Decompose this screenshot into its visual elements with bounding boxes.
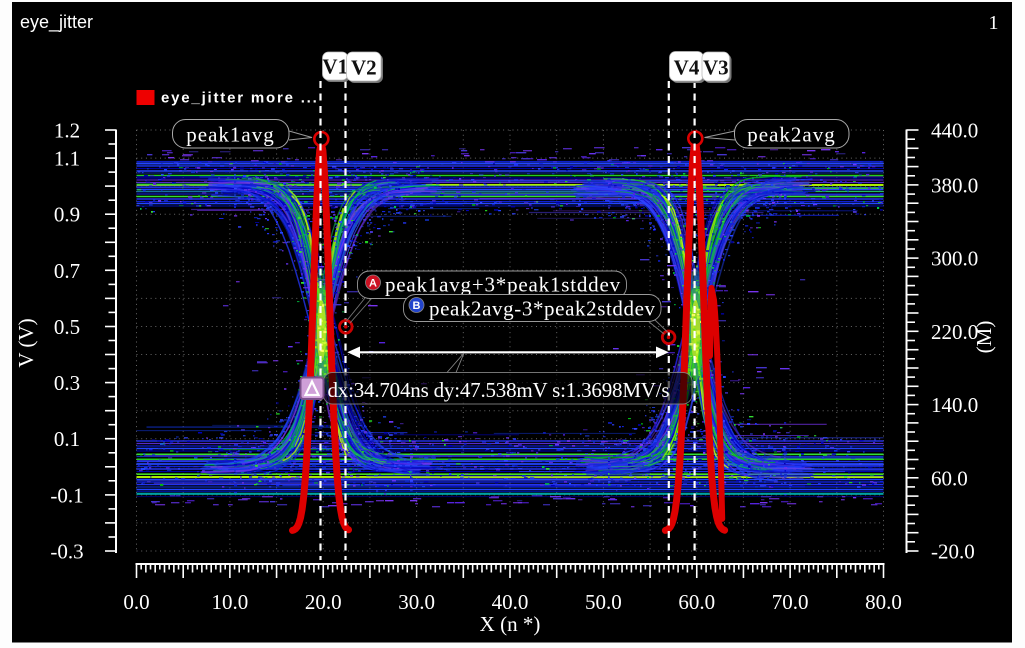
svg-text:0.1: 0.1 bbox=[54, 427, 80, 451]
svg-text:140.0: 140.0 bbox=[931, 393, 978, 417]
svg-text:70.0: 70.0 bbox=[772, 590, 809, 614]
svg-text:20.0: 20.0 bbox=[305, 590, 342, 614]
svg-text:A: A bbox=[369, 278, 377, 290]
svg-text:60.0: 60.0 bbox=[931, 466, 968, 490]
svg-text:(M): (M) bbox=[972, 321, 996, 354]
svg-text:eye_jitter more ...: eye_jitter more ... bbox=[161, 90, 319, 107]
svg-text:220.0: 220.0 bbox=[931, 320, 978, 344]
svg-text:0.0: 0.0 bbox=[123, 590, 149, 614]
svg-text:30.0: 30.0 bbox=[398, 590, 435, 614]
svg-text:0.5: 0.5 bbox=[54, 315, 80, 339]
svg-text:40.0: 40.0 bbox=[492, 590, 529, 614]
svg-text:peak2avg-3*peak2stddev: peak2avg-3*peak2stddev bbox=[429, 297, 656, 321]
svg-text:10.0: 10.0 bbox=[212, 590, 249, 614]
svg-text:380.0: 380.0 bbox=[931, 173, 978, 197]
svg-text:peak2avg: peak2avg bbox=[747, 123, 835, 147]
svg-text:peak1avg: peak1avg bbox=[186, 123, 274, 147]
svg-text:0.9: 0.9 bbox=[54, 203, 80, 227]
svg-text:V2: V2 bbox=[351, 56, 377, 80]
svg-text:60.0: 60.0 bbox=[678, 590, 715, 614]
svg-text:0.7: 0.7 bbox=[54, 259, 80, 283]
svg-text:-0.1: -0.1 bbox=[50, 483, 83, 507]
svg-text:300.0: 300.0 bbox=[931, 247, 978, 271]
svg-text:80.0: 80.0 bbox=[865, 590, 902, 614]
svg-text:0.3: 0.3 bbox=[54, 371, 80, 395]
svg-text:V3: V3 bbox=[703, 56, 729, 80]
svg-text:dx:34.704ns dy:47.538mV s:1.36: dx:34.704ns dy:47.538mV s:1.3698MV/s bbox=[328, 378, 670, 402]
svg-text:V4: V4 bbox=[674, 56, 700, 80]
svg-text:eye_jitter: eye_jitter bbox=[20, 12, 93, 33]
svg-text:440.0: 440.0 bbox=[931, 119, 978, 143]
svg-text:B: B bbox=[413, 300, 421, 312]
svg-text:peak1avg+3*peak1stddev: peak1avg+3*peak1stddev bbox=[385, 273, 621, 297]
svg-text:V (V): V (V) bbox=[14, 318, 38, 367]
svg-text:50.0: 50.0 bbox=[585, 590, 622, 614]
svg-text:1: 1 bbox=[989, 12, 999, 34]
svg-text:-20.0: -20.0 bbox=[931, 540, 975, 564]
svg-text:1.2: 1.2 bbox=[54, 119, 80, 143]
svg-text:1.1: 1.1 bbox=[54, 147, 80, 171]
svg-text:-0.3: -0.3 bbox=[50, 540, 83, 564]
svg-text:X (n *): X (n *) bbox=[480, 612, 541, 636]
svg-text:V1: V1 bbox=[322, 55, 348, 79]
